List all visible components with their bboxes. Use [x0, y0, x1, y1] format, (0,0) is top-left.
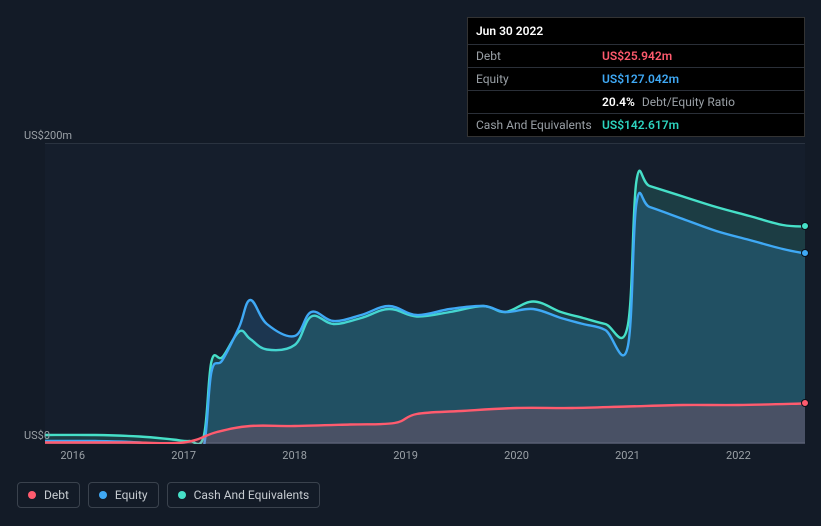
tooltip-value-equity: US$127.042m	[602, 72, 679, 86]
legend-item-equity[interactable]: Equity	[88, 482, 159, 508]
tooltip-label: Cash And Equivalents	[476, 118, 602, 132]
dot-icon	[178, 491, 186, 499]
series-end-marker	[801, 249, 809, 257]
x-axis-label: 2019	[393, 449, 418, 462]
dot-icon	[99, 491, 107, 499]
tooltip-label: Equity	[476, 72, 602, 86]
tooltip-value-cash: US$142.617m	[602, 118, 679, 132]
tooltip-row-cash: Cash And Equivalents US$142.617m	[468, 113, 804, 136]
tooltip-date: Jun 30 2022	[468, 18, 804, 44]
dot-icon	[28, 491, 36, 499]
y-axis-label: US$200m	[24, 129, 44, 142]
chart-plot-area[interactable]	[45, 143, 805, 443]
legend-item-debt[interactable]: Debt	[17, 482, 80, 508]
tooltip-row-debt: Debt US$25.942m	[468, 44, 804, 67]
chart-legend: Debt Equity Cash And Equivalents	[17, 482, 320, 508]
x-axis-labels: 2016 2017 2018 2019 2020 2021 2022	[45, 449, 805, 465]
y-axis-label: US$0	[24, 429, 44, 442]
tooltip-row-equity: Equity US$127.042m	[468, 67, 804, 90]
legend-item-cash[interactable]: Cash And Equivalents	[167, 482, 321, 508]
chart[interactable]: US$200m US$0 2016 2017 2018 2019 2020 2021 2022	[17, 123, 805, 463]
tooltip-ratio-pct: 20.4%	[602, 95, 635, 109]
legend-label: Cash And Equivalents	[194, 488, 310, 502]
x-axis-label: 2017	[171, 449, 196, 462]
x-axis-label: 2021	[615, 449, 640, 462]
series-end-marker	[801, 399, 809, 407]
legend-label: Debt	[44, 488, 69, 502]
tooltip-label	[476, 95, 602, 109]
series-end-marker	[801, 222, 809, 230]
legend-label: Equity	[115, 488, 148, 502]
tooltip-row-ratio: 20.4% Debt/Equity Ratio	[468, 90, 804, 113]
x-axis-label: 2018	[282, 449, 307, 462]
x-axis-label: 2022	[726, 449, 751, 462]
tooltip-ratio-label: Debt/Equity Ratio	[642, 95, 735, 109]
x-axis-label: 2016	[60, 449, 85, 462]
tooltip-value-debt: US$25.942m	[602, 49, 672, 63]
tooltip-label: Debt	[476, 49, 602, 63]
chart-svg	[45, 144, 805, 444]
tooltip-ratio: 20.4% Debt/Equity Ratio	[602, 95, 735, 109]
x-axis-label: 2020	[504, 449, 529, 462]
chart-tooltip: Jun 30 2022 Debt US$25.942m Equity US$12…	[467, 17, 805, 137]
